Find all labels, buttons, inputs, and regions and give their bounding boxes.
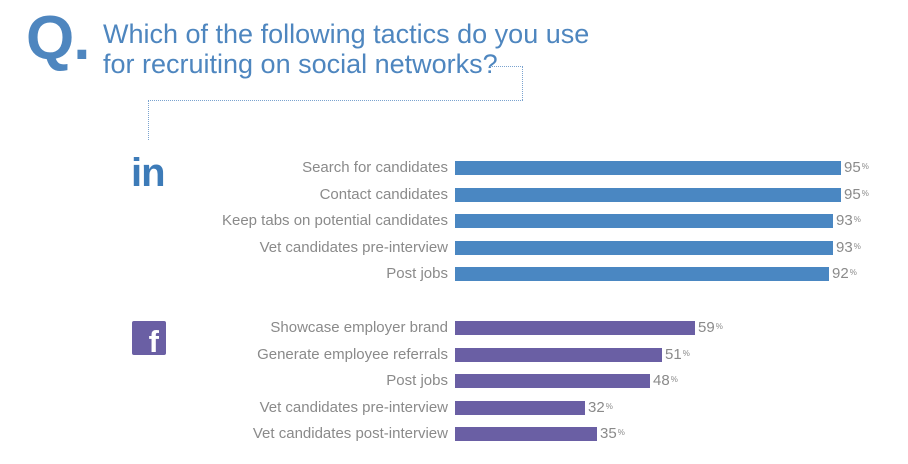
question-mark-label: Q. <box>26 4 90 73</box>
bar-label: Showcase employer brand <box>270 319 448 336</box>
bar-value-label: 93% <box>836 239 861 257</box>
bar <box>455 187 841 202</box>
bar <box>455 161 841 175</box>
bar-value-number: 93 <box>836 212 853 229</box>
bar-value-number: 35 <box>600 425 617 442</box>
bar-value-number: 93 <box>836 238 853 256</box>
bar-value-number: 48 <box>653 372 670 389</box>
bar-value-unit: % <box>682 348 690 358</box>
bar-value-label: 95% <box>844 159 869 177</box>
bar-value-unit: % <box>617 428 625 437</box>
bar-value-label: 35% <box>600 425 625 443</box>
bar-label: Post jobs <box>386 265 448 282</box>
bar-value-number: 59 <box>698 319 715 336</box>
bar-value-number: 51 <box>665 345 682 363</box>
bar <box>455 347 662 362</box>
linkedin-icon: in <box>131 151 166 195</box>
connector-dots-tail <box>148 100 149 140</box>
bar-label: Vet candidates pre-interview <box>259 398 448 416</box>
bar-value-number: 32 <box>588 398 605 416</box>
bar-value-unit: % <box>853 241 861 251</box>
bar-value-unit: % <box>849 268 857 277</box>
bar-value-number: 95 <box>844 159 861 176</box>
bar-value-unit: % <box>605 401 613 411</box>
bar-value-label: 51% <box>665 346 690 364</box>
bar-label: Post jobs <box>386 372 448 389</box>
bar <box>455 374 650 388</box>
bar-value-label: 32% <box>588 399 613 417</box>
bar-value-label: 95% <box>844 186 869 204</box>
bar-value-number: 95 <box>844 185 861 203</box>
bar-label: Keep tabs on potential candidates <box>221 212 448 229</box>
connector-dots-right <box>490 66 523 67</box>
bar <box>455 214 833 228</box>
question-line-1: Which of the following tactics do you us… <box>103 19 590 49</box>
bar-value-label: 48% <box>653 372 678 390</box>
facebook-icon: f <box>132 321 166 359</box>
facebook-icon-glyph: f <box>148 324 159 359</box>
bar <box>455 400 585 415</box>
question-line-2-text: for recruiting on social networks? <box>103 49 498 79</box>
bar-value-unit: % <box>715 322 723 331</box>
bar-value-label: 59% <box>698 319 723 337</box>
bar <box>455 427 597 441</box>
bar <box>455 240 833 255</box>
bar-value-number: 92 <box>832 265 849 282</box>
question-text: Which of the following tactics do you us… <box>103 19 589 79</box>
bar-label: Contact candidates <box>319 185 448 203</box>
bar <box>455 321 695 335</box>
bar-value-unit: % <box>861 188 869 198</box>
bar-value-unit: % <box>861 162 869 171</box>
connector-dots-down <box>522 66 523 100</box>
bar-value-label: 92% <box>832 265 857 283</box>
bar-label: Generate employee referrals <box>257 345 448 363</box>
bar-label: Vet candidates pre-interview <box>259 238 448 256</box>
bar-value-unit: % <box>670 375 678 384</box>
bar-value-unit: % <box>853 215 861 224</box>
bar-label: Search for candidates <box>302 159 448 176</box>
connector-dots-left <box>148 100 523 101</box>
bar-value-label: 93% <box>836 212 861 230</box>
bar <box>455 267 829 281</box>
question-line-2: for recruiting on social networks? <box>103 49 589 79</box>
bar-label: Vet candidates post-interview <box>252 425 448 442</box>
